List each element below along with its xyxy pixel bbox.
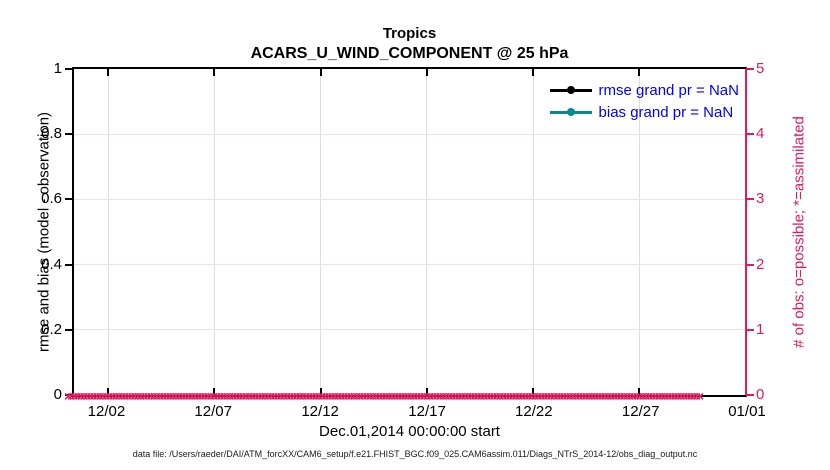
- x-gridline: [638, 69, 640, 395]
- right-tick-label: 0: [756, 386, 765, 403]
- left-tick-mark: [65, 328, 72, 331]
- left-tick-mark: [65, 133, 72, 136]
- rmse-legend-marker-icon: [566, 86, 575, 94]
- x-tick-label: 12/22: [515, 403, 553, 420]
- x-tick-label: 12/07: [194, 403, 232, 420]
- x-tick-label: 12/27: [621, 403, 660, 420]
- x-tick-bottom: [532, 388, 535, 395]
- x-tick-top: [319, 69, 322, 76]
- x-gridline: [320, 69, 322, 395]
- title-variable: ACARS_U_WIND_COMPONENT @ 25 hPa: [250, 45, 569, 62]
- x-tick-label: 01/01: [728, 403, 766, 420]
- right-tick-label: 3: [756, 190, 765, 208]
- bias-legend-label: bias grand pr = NaN: [598, 103, 734, 121]
- right-axis-label: # of obs: o=possible; *=assimilated: [790, 116, 808, 348]
- rmse-legend-line: [549, 86, 592, 94]
- plot-area: rmse grand pr = NaN bias grand pr = NaN: [72, 67, 747, 397]
- x-tick-label: 12/12: [301, 403, 339, 420]
- x-tick-bottom: [107, 388, 110, 395]
- x-tick-top: [532, 69, 535, 76]
- right-tick-mark: [747, 328, 754, 331]
- x-gridline: [107, 69, 109, 395]
- y-gridline: [74, 198, 745, 200]
- left-tick-label: 0.2: [41, 320, 62, 338]
- legend: rmse grand pr = NaN bias grand pr = NaN: [549, 79, 739, 123]
- left-tick-label: 1: [53, 60, 62, 77]
- right-tick-mark: [747, 133, 754, 136]
- x-tick-bottom: [319, 388, 322, 395]
- x-tick-bottom: [425, 388, 428, 395]
- x-tick-label: 12/02: [87, 403, 126, 420]
- data-file-caption: data file: /Users/raeder/DAI/ATM_forcXX/…: [132, 449, 698, 459]
- x-tick-bottom: [638, 388, 641, 395]
- right-tick-mark: [747, 198, 754, 201]
- left-tick-mark: [65, 263, 72, 266]
- right-tick-mark: [747, 263, 754, 266]
- y-gridline: [74, 329, 745, 331]
- right-tick-label: 1: [756, 320, 765, 338]
- right-tick-label: 5: [756, 60, 765, 77]
- right-tick-mark: [747, 394, 754, 396]
- obs-marker-band: ××××××××××××××××××××××××××××××××××××××××…: [64, 390, 704, 403]
- x-tick-bottom: [213, 388, 216, 395]
- left-tick-label: 0.8: [41, 125, 62, 143]
- bias-legend-marker-icon: [566, 108, 575, 116]
- right-tick-label: 4: [756, 125, 765, 143]
- x-tick-top: [213, 69, 216, 76]
- left-tick-label: 0.6: [41, 190, 62, 208]
- left-tick-mark: [65, 198, 72, 201]
- x-axis-label: Dec.01,2014 00:00:00 start: [319, 423, 500, 440]
- right-tick-label: 2: [756, 255, 765, 273]
- legend-entry-rmse: rmse grand pr = NaN: [549, 79, 739, 101]
- left-tick-mark: [65, 68, 72, 70]
- rmse-legend-label: rmse grand pr = NaN: [598, 81, 739, 99]
- x-tick-top: [638, 69, 641, 76]
- right-tick-mark: [747, 68, 754, 70]
- x-tick-label: 12/17: [408, 403, 446, 420]
- chart-title: Tropics ACARS_U_WIND_COMPONENT @ 25 hPa: [72, 24, 747, 64]
- x-tick-top: [425, 69, 428, 76]
- legend-entry-bias: bias grand pr = NaN: [549, 101, 739, 123]
- x-gridline: [213, 69, 215, 395]
- left-tick-label: 0.4: [41, 255, 62, 273]
- x-tick-top: [107, 69, 110, 76]
- x-gridline: [426, 69, 428, 395]
- left-tick-mark: [65, 394, 72, 396]
- title-region: Tropics: [382, 25, 437, 42]
- y-gridline: [74, 133, 745, 135]
- left-tick-label: 0: [53, 386, 62, 403]
- x-gridline: [532, 69, 534, 395]
- left-axis-label: rmse and bias (model - observation): [35, 111, 53, 353]
- bias-legend-line: [549, 108, 592, 116]
- y-gridline: [74, 264, 745, 266]
